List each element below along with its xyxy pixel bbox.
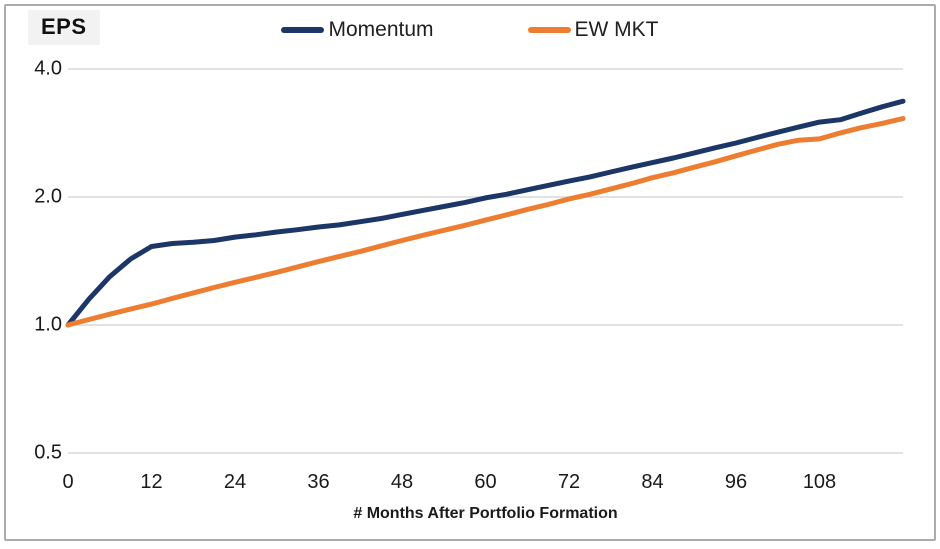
x-tick-label: 12 [140,471,163,493]
x-tick-label: 96 [724,471,748,493]
chart-frame: EPS Momentum EW MKT 4.0 2.0 1.0 0.5 0 12 24 36… [4,4,936,541]
x-tick-label: 84 [641,471,664,493]
y-axis-unit-label: EPS [28,10,100,45]
y-tick-label: 1.0 [34,313,62,336]
y-tick-label: 4.0 [34,57,62,80]
y-tick-label: 2.0 [34,185,62,208]
x-tick-label: 60 [474,471,497,493]
ew-mkt-line [65,116,906,328]
x-tick-label: 72 [557,471,581,493]
x-axis-title: # Months After Portfolio Formation [353,505,618,522]
x-tick-label: 0 [62,471,74,493]
x-tick-label: 48 [390,471,414,493]
chart-stage: EPS Momentum EW MKT 4.0 2.0 1.0 0.5 0 12 24 36… [6,6,934,539]
x-tick-label: 24 [223,471,247,493]
line-chart-canvas [65,68,906,454]
momentum-line [65,98,906,328]
x-tick-label: 36 [307,471,330,493]
y-tick-label: 0.5 [34,441,62,464]
x-tick-label: 108 [802,471,837,493]
